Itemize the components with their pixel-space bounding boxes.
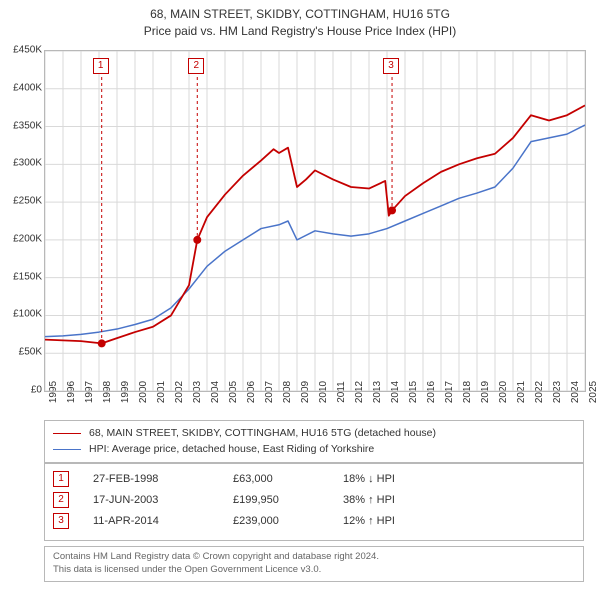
sale-event-price: £63,000 (233, 469, 343, 490)
sale-event-marker: 1 (53, 471, 69, 487)
y-tick-label: £50K (19, 347, 42, 358)
legend-swatch (53, 449, 81, 450)
title-subtitle: Price paid vs. HM Land Registry's House … (0, 23, 600, 40)
sale-event-row: 3 11-APR-2014£239,00012% ↑ HPI (53, 511, 575, 532)
sale-event-delta: 12% ↑ HPI (343, 511, 395, 532)
x-tick-label: 2025 (588, 381, 599, 403)
footer-line: This data is licensed under the Open Gov… (53, 564, 575, 577)
y-tick-label: £400K (13, 82, 42, 93)
y-tick-label: £300K (13, 158, 42, 169)
sale-event-price: £239,000 (233, 511, 343, 532)
sale-event-delta: 38% ↑ HPI (343, 490, 395, 511)
chart-plot-area (44, 50, 586, 392)
y-tick-label: £0 (31, 385, 42, 396)
sale-marker-flag: 2 (188, 58, 204, 74)
y-tick-label: £350K (13, 120, 42, 131)
y-tick-label: £150K (13, 271, 42, 282)
y-tick-label: £450K (13, 45, 42, 56)
sale-event-date: 27-FEB-1998 (93, 469, 233, 490)
sale-event-marker: 2 (53, 492, 69, 508)
sale-event-price: £199,950 (233, 490, 343, 511)
sale-event-date: 17-JUN-2003 (93, 490, 233, 511)
sale-event-delta: 18% ↓ HPI (343, 469, 395, 490)
footer-line: Contains HM Land Registry data © Crown c… (53, 551, 575, 564)
chart-svg (45, 51, 585, 391)
legend-item: 68, MAIN STREET, SKIDBY, COTTINGHAM, HU1… (53, 426, 575, 442)
legend-label: HPI: Average price, detached house, East… (89, 442, 374, 458)
title-address: 68, MAIN STREET, SKIDBY, COTTINGHAM, HU1… (0, 6, 600, 23)
attribution-footer: Contains HM Land Registry data © Crown c… (44, 546, 584, 582)
y-tick-label: £100K (13, 309, 42, 320)
legend: 68, MAIN STREET, SKIDBY, COTTINGHAM, HU1… (44, 420, 584, 464)
sale-events-table: 1 27-FEB-1998£63,00018% ↓ HPI 2 17-JUN-2003… (44, 462, 584, 541)
y-tick-label: £200K (13, 233, 42, 244)
sale-event-marker: 3 (53, 513, 69, 529)
legend-item: HPI: Average price, detached house, East… (53, 442, 575, 458)
sale-event-date: 11-APR-2014 (93, 511, 233, 532)
sale-event-row: 2 17-JUN-2003£199,95038% ↑ HPI (53, 490, 575, 511)
legend-label: 68, MAIN STREET, SKIDBY, COTTINGHAM, HU1… (89, 426, 436, 442)
sale-marker-flag: 1 (93, 58, 109, 74)
legend-swatch (53, 433, 81, 434)
chart-container: 68, MAIN STREET, SKIDBY, COTTINGHAM, HU1… (0, 0, 600, 590)
sale-marker-flag: 3 (383, 58, 399, 74)
y-tick-label: £250K (13, 196, 42, 207)
title-block: 68, MAIN STREET, SKIDBY, COTTINGHAM, HU1… (0, 0, 600, 40)
sale-event-row: 1 27-FEB-1998£63,00018% ↓ HPI (53, 469, 575, 490)
